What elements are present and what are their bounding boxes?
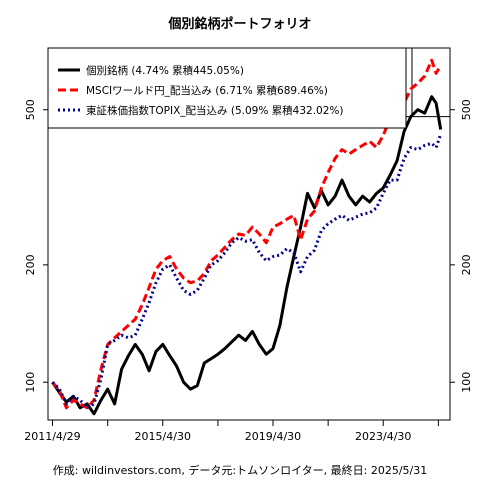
y-axis-left: 100 200 500 [24, 99, 48, 393]
x-tick-label: 2019/4/30 [245, 430, 301, 443]
legend-box [47, 47, 407, 129]
x-axis: 2011/4/29 2015/4/30 2019/4/30 2023/4/30 [24, 420, 439, 443]
legend-label-2: MSCIワールド円_配当込み (6.71% 累積689.46%) [86, 84, 328, 97]
series-line-3 [51, 133, 443, 410]
y-tick-label-left: 500 [24, 99, 37, 120]
y-tick-label-left: 100 [24, 372, 37, 393]
legend: 個別銘柄 (4.74% 累積445.05%) MSCIワールド円_配当込み (6.… [47, 47, 407, 129]
series-layer [51, 58, 443, 416]
y-axis-right: 100 200 500 [450, 99, 473, 393]
chart-title: 個別銘柄ポートフォリオ [167, 16, 311, 32]
x-tick-label: 2011/4/29 [24, 430, 80, 443]
series-line-2 [51, 58, 443, 410]
x-tick-label: 2015/4/30 [135, 430, 191, 443]
series-line-1 [51, 95, 443, 416]
y-tick-label-right: 100 [460, 372, 473, 393]
y-tick-label-left: 200 [24, 254, 37, 275]
y-tick-label-right: 200 [460, 254, 473, 275]
chart-caption: 作成: wildinvestors.com, データ元:トムソンロイター, 最終… [53, 463, 427, 477]
y-tick-label-right: 500 [460, 99, 473, 120]
legend-label-1: 個別銘柄 (4.74% 累積445.05%) [86, 64, 244, 77]
x-tick-label: 2023/4/30 [355, 430, 411, 443]
legend-label-3: 東証株価指数TOPIX_配当込み (5.09% 累積432.02%) [86, 104, 344, 117]
